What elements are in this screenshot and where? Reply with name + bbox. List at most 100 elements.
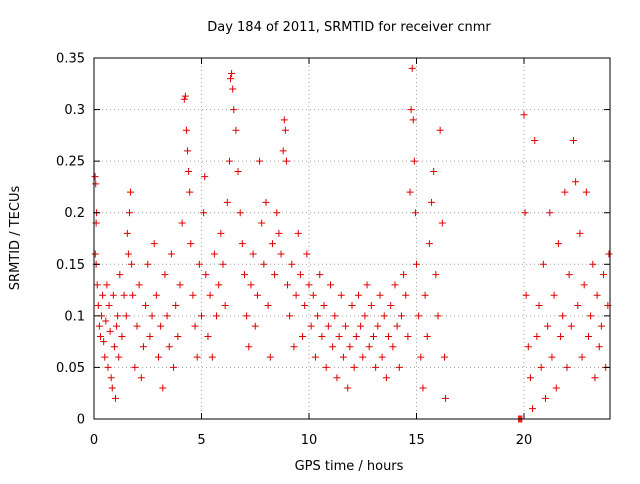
data-point [580,281,588,289]
data-point [104,363,112,371]
data-point [144,260,152,268]
data-point [150,240,158,248]
y-tick-label: 0.05 [56,361,85,376]
data-point [101,353,109,361]
data-point [372,363,380,371]
data-point [165,343,173,351]
data-point [249,250,257,258]
data-point [198,312,205,320]
data-point [96,332,104,340]
y-axis-label: SRMTID / TECUs [8,186,23,291]
data-point [200,209,208,217]
data-point [385,332,393,340]
data-point [253,291,261,299]
data-point [100,338,108,346]
axes: 0 0.05 0.1 0.15 0.2 0.25 0.3 0.35 0 5 10 15 20 [56,52,611,448]
data-point [116,271,124,279]
data-point [591,374,599,382]
data-point [400,271,408,279]
data-point [342,322,350,330]
data-point [378,353,386,361]
x-tick-label: 0 [90,433,98,448]
data-point [585,332,592,340]
data-point [92,180,100,188]
grid-lines [94,58,610,419]
data-point [228,69,236,77]
data-point [294,229,302,237]
data-point [213,312,221,320]
data-point [409,116,417,124]
data-point [391,281,399,289]
data-point [109,291,117,299]
data-point [148,312,156,320]
data-point [227,75,235,83]
data-point [365,343,373,351]
y-tick-label: 0.35 [56,52,85,67]
data-point [544,322,552,330]
x-tick-label: 20 [516,433,533,448]
data-point [282,157,290,165]
data-point [114,312,122,320]
data-point [415,312,423,320]
data-point [307,322,315,330]
data-point [217,229,225,237]
data-point [275,229,283,237]
data-point [281,126,289,134]
data-point [423,332,431,340]
data-point [395,363,403,371]
data-point [163,312,171,320]
data-point [243,312,251,320]
chart-title: Day 184 of 2011, SRMTID for receiver cnm… [207,20,491,35]
data-point [161,271,169,279]
y-tick-label: 0.25 [56,155,85,170]
data-point [184,147,192,155]
data-point [322,363,330,371]
data-point [118,332,126,340]
data-point [311,353,319,361]
data-point [210,250,218,258]
data-point [524,343,532,351]
data-point [526,374,534,382]
data-point [363,281,371,289]
data-point [129,291,137,299]
data-point [236,209,244,217]
data-point [569,137,577,145]
data-point [123,229,131,237]
data-point [542,394,549,402]
data-point [303,250,311,258]
data-point [521,209,529,217]
data-point [404,332,412,340]
data-point [595,343,603,351]
data-point [152,291,160,299]
data-point [258,219,266,227]
data-point [407,106,415,114]
data-point [335,332,343,340]
data-point [91,250,99,258]
data-points [91,64,613,423]
data-point [389,343,397,351]
data-point [107,374,115,382]
y-tick-label: 0.2 [64,206,85,221]
data-point [127,188,135,196]
data-point [529,405,537,413]
data-point [193,353,201,361]
data-point [124,250,132,258]
data-point [206,291,214,299]
data-point [359,353,367,361]
data-point [280,116,288,124]
data-point [268,240,276,248]
data-point [288,260,296,268]
data-point [202,271,210,279]
data-point [548,353,556,361]
data-point [238,240,246,248]
data-point [565,271,573,279]
data-point [105,302,113,310]
data-point [367,302,375,310]
data-point [131,363,139,371]
data-point [305,281,313,289]
data-point [432,271,440,279]
data-point [256,157,264,165]
x-axis-label: GPS time / hours [295,459,404,474]
data-point [186,188,194,196]
